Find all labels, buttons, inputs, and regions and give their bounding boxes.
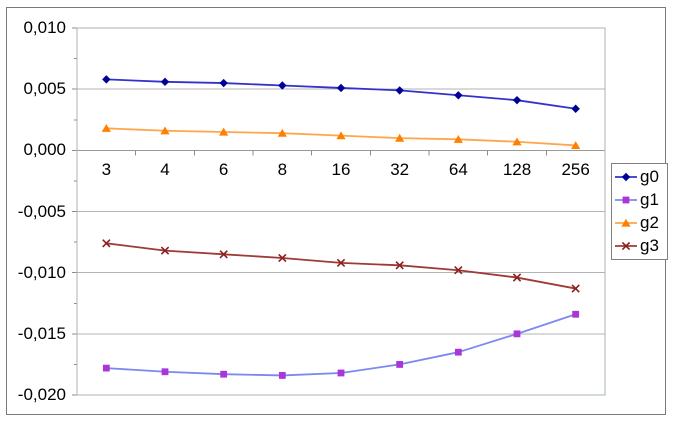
- legend-x-marker-icon: [615, 241, 637, 250]
- legend-label: g1: [640, 189, 659, 209]
- legend-label: g0: [640, 166, 659, 186]
- legend-item-g3: g3: [614, 234, 667, 257]
- y-axis-tick-label: -0,010: [17, 262, 66, 282]
- series-g3-line: [106, 242, 576, 290]
- y-axis-tick-label: -0,005: [17, 201, 66, 221]
- legend-diamond-marker-icon: [615, 172, 637, 181]
- x-axis-tick-label: 256: [561, 160, 590, 179]
- plot-border: [76, 27, 606, 396]
- series-g1: [102, 310, 580, 379]
- legend-square-marker-icon: [615, 196, 637, 203]
- x-axis-tick-label: 3: [101, 160, 112, 179]
- gridlines: [72, 27, 606, 396]
- y-axis-tick-label: 0,005: [23, 79, 66, 99]
- series-g3: [102, 239, 580, 293]
- x-axis-tick-label: 16: [331, 160, 351, 179]
- series-g1-line: [106, 313, 576, 377]
- x-axis-tick-label: 32: [390, 160, 410, 179]
- x-axis-tick-label: 4: [160, 160, 170, 179]
- x-axis-tick-label: 8: [277, 160, 288, 179]
- legend-label: g3: [640, 235, 659, 255]
- legend-triangle-marker-icon: [615, 218, 637, 227]
- legend-item-g0: g0: [614, 165, 667, 188]
- legend-item-g1: g1: [614, 188, 667, 211]
- y-axis-tick-label: -0,020: [17, 385, 66, 404]
- x-axis-tick-label: 6: [218, 160, 229, 179]
- legend-label: g2: [640, 212, 659, 232]
- series-g2: [101, 124, 581, 150]
- legend: g0 g1 g2 g3: [611, 163, 668, 260]
- x-axis-tick-label: 128: [502, 160, 532, 179]
- x-axis-tick-label: 64: [448, 160, 468, 179]
- y-axis-tick-label: -0,015: [17, 323, 66, 343]
- y-axis-tick-label: 0,000: [23, 140, 66, 160]
- legend-item-g2: g2: [614, 211, 667, 234]
- y-axis-tick-label: 0,010: [23, 18, 66, 37]
- series-g0: [102, 75, 580, 113]
